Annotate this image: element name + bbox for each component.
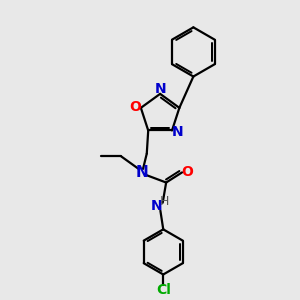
- Text: O: O: [130, 100, 142, 114]
- Text: N: N: [154, 82, 166, 96]
- Text: N: N: [151, 199, 163, 213]
- Text: H: H: [160, 195, 169, 208]
- Text: O: O: [181, 165, 193, 179]
- Text: N: N: [135, 165, 148, 180]
- Text: Cl: Cl: [156, 283, 171, 297]
- Text: N: N: [171, 125, 183, 139]
